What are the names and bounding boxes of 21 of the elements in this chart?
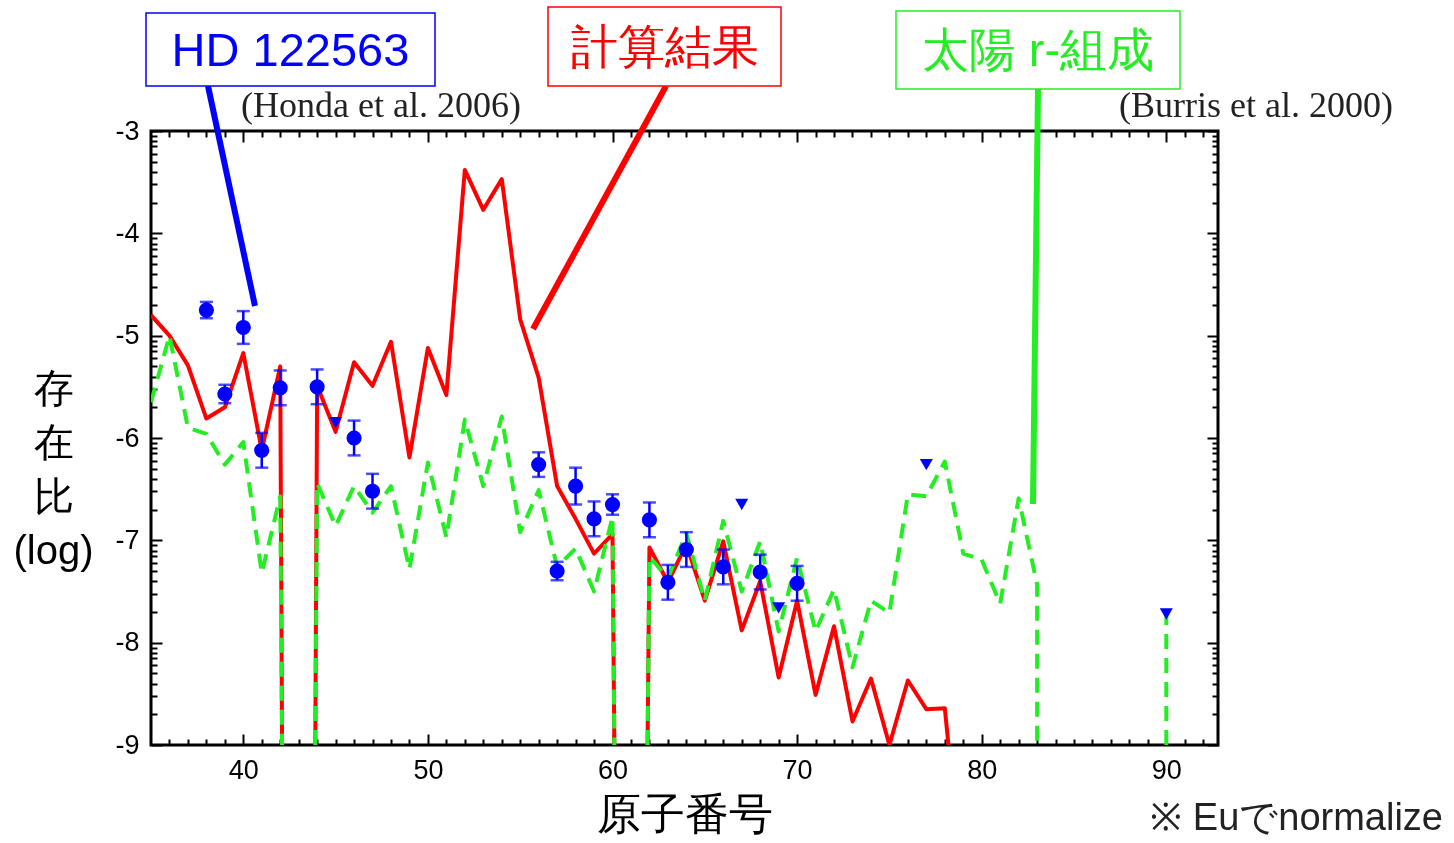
x-axis-title: 原子番号 xyxy=(597,788,773,838)
x-tick-label: 80 xyxy=(967,754,998,785)
y-tick-label: -4 xyxy=(115,217,140,248)
y-tick-label: -9 xyxy=(115,729,140,760)
x-tick-label: 50 xyxy=(413,754,444,785)
text: 太陽 r-組成 xyxy=(921,23,1155,76)
y-tick-label: -5 xyxy=(115,320,140,351)
text: HD 122563 xyxy=(171,22,410,76)
y-axis-title: 存在比 (log) xyxy=(13,365,94,572)
x-tick-label: 70 xyxy=(782,754,813,785)
text: ※ Euでnormalize xyxy=(1150,796,1443,838)
y-tick-label: -6 xyxy=(115,422,140,453)
text: (Honda et al. 2006) xyxy=(241,85,521,125)
x-tick-label: 60 xyxy=(597,754,629,785)
text: 計算結果 xyxy=(570,19,759,73)
y-tick-label: -8 xyxy=(115,627,140,658)
text: (Burris et al. 2000) xyxy=(1119,85,1393,125)
x-tick-label: 90 xyxy=(1151,754,1182,785)
y-tick-label: -3 xyxy=(115,115,140,146)
x-tick-label: 40 xyxy=(228,754,259,785)
y-tick-label: -7 xyxy=(115,524,140,555)
